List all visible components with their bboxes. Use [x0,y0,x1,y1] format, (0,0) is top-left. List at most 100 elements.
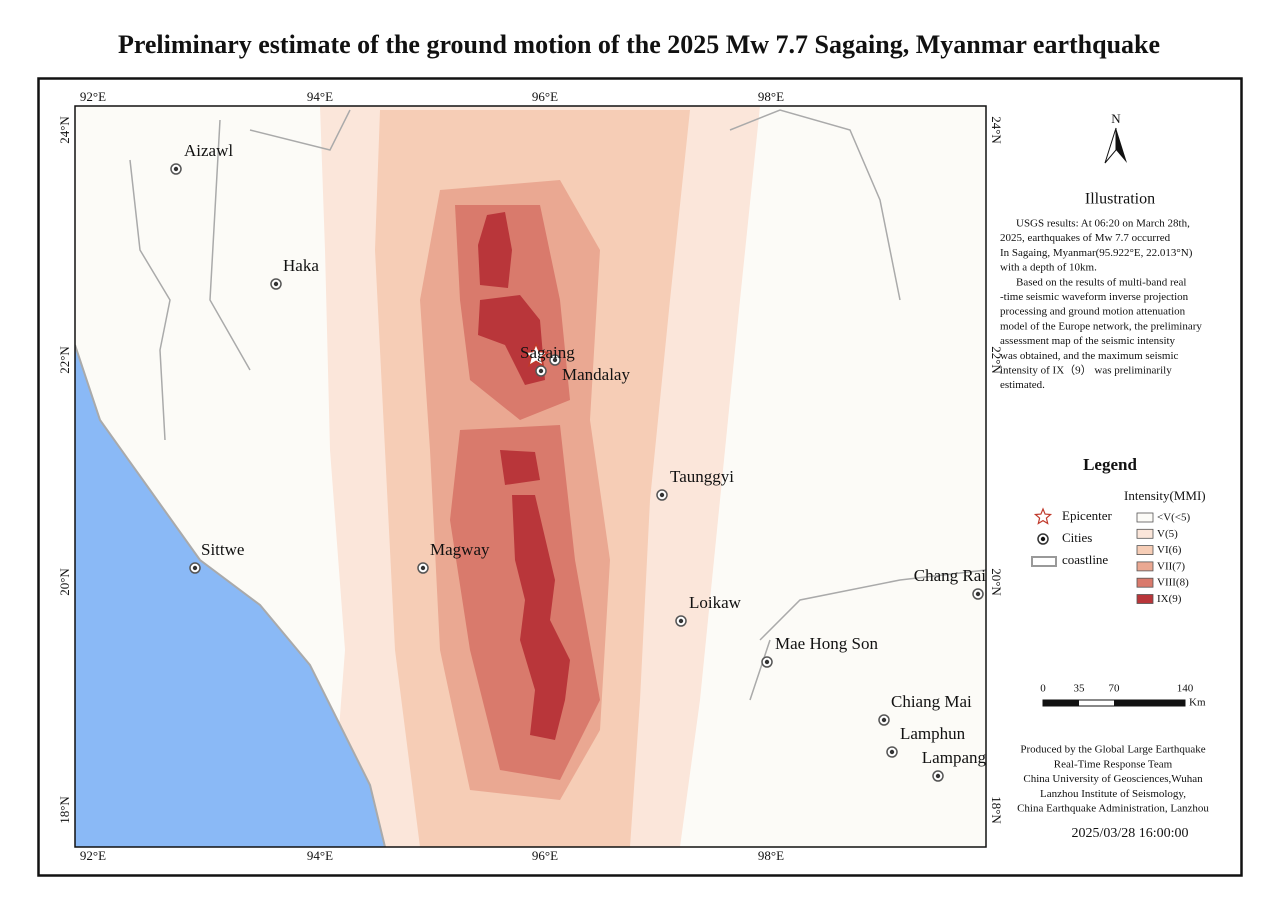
scale-unit: Km [1189,697,1206,709]
credit-line: China University of Geosciences,Wuhan [1023,773,1203,785]
scale-bar [1043,700,1079,706]
lat-label: 18°N [989,796,1004,824]
legend-swatch [1136,545,1154,555]
scale-bar [1114,700,1185,706]
lat-label: 24°N [57,116,72,144]
city-dot [538,368,544,374]
intensity-ix [512,495,570,740]
credit-line: Lanzhou Institute of Seismology, [1040,788,1186,800]
scale-label: 0 [1040,683,1046,695]
scale-label: 140 [1177,683,1194,695]
city-dot [881,717,887,723]
legend-class: VII(7) [1157,560,1185,572]
illustration-title: Illustration [1085,191,1155,208]
illustration-line: USGS results: At 06:20 on March 28th, [1016,218,1190,230]
illustration-line: estimated. [1000,379,1045,391]
map-frame [74,105,987,848]
city-dot [889,749,895,755]
intensity-title: Intensity(MMI) [1124,488,1206,503]
illustration-line: 2025, earthquakes of Mw 7.7 occurred [1000,232,1171,244]
illustration-line: model of the Europe network, the prelimi… [1000,320,1202,332]
lat-label: 20°N [57,568,72,596]
legend-title: Legend [1083,455,1137,474]
illustration-line: processing and ground motion attenuation [1000,306,1186,318]
lat-label: 20°N [989,568,1004,596]
epicenter [522,342,550,368]
legend-swatch [1136,512,1154,523]
city-label: Lampang [922,748,987,767]
title: Preliminary estimate of the ground motio… [118,30,1160,59]
city-dot [173,166,179,172]
outer-frame [37,77,1243,877]
legend-coastline [1031,556,1057,567]
city-label: Aizawl [184,141,233,160]
legend-class: VI(6) [1157,544,1182,556]
lon-label: 96°E [532,89,558,104]
legend-label: coastline [1062,552,1108,567]
coastline [75,344,386,847]
city-dot [975,591,981,597]
legend-swatch [1136,577,1154,588]
illustration-line: intensity of IX（9） was preliminarily [1000,364,1172,377]
lat-label: 18°N [57,796,72,824]
intensity-ix [478,295,545,385]
lat-label: 24°N [989,116,1004,144]
legend-epicenter [1033,507,1053,525]
legend-class: VIII(8) [1157,577,1189,589]
lat-label: 22°N [989,346,1004,374]
lon-label: 92°E [80,848,106,863]
illustration-line: was obtained, and the maximum seismic [1000,350,1179,362]
north-arrow [1116,128,1127,163]
legend-label: Epicenter [1062,508,1112,523]
credit-line: China Earthquake Administration, Lanzhou [1017,803,1209,815]
lon-label: 98°E [758,89,784,104]
legend-class: IX(9) [1157,593,1182,605]
legend-label: Cities [1062,530,1092,545]
scale-label: 35 [1074,683,1086,695]
date: 2025/03/28 16:00:00 [1071,826,1188,841]
credit-line: Produced by the Global Large Earthquake [1020,744,1205,756]
lon-label: 94°E [307,848,333,863]
north-label: N [1111,111,1121,126]
city-label: Haka [283,256,319,275]
intensity-ix [478,212,512,288]
illustration-line: In Sagaing, Myanmar(95.922°E, 22.013°N) [1000,247,1193,259]
city-label: Loikaw [689,593,742,612]
legend-swatch [1136,594,1154,604]
city-label: Chiang Mai [891,692,972,711]
illustration-line: Based on the results of multi-band real [1016,276,1186,288]
city-dot [552,357,558,363]
lat-label: 22°N [57,346,72,374]
ocean [75,345,385,847]
lon-label: 98°E [758,848,784,863]
city-label: Lamphun [900,724,966,743]
city-dot [764,659,770,665]
city-label: Mandalay [562,365,630,384]
illustration-line: -time seismic waveform inverse projectio… [1000,291,1189,303]
city-label: Taunggyi [670,467,734,486]
legend-class: V(5) [1157,528,1178,540]
legend-class: <V(<5) [1157,512,1191,524]
city-label: Sittwe [201,540,244,559]
scale-label: 70 [1109,683,1121,695]
illustration-line: assessment map of the seismic intensity [1000,335,1176,347]
legend-swatch [1136,561,1154,572]
lon-label: 96°E [532,848,558,863]
illustration-line: with a depth of 10km. [1000,262,1097,274]
city-label: Sagaing [520,343,575,362]
city-dot [935,773,941,779]
boundary [129,109,986,701]
intensity-ix [500,450,540,485]
legend-swatch [1136,528,1154,539]
city-label: Mae Hong Son [775,634,878,653]
credit-line: Real-Time Response Team [1054,758,1173,770]
map-area [75,106,986,847]
city-label: Magway [430,540,490,559]
city-dot [192,565,198,571]
city-dot [678,618,684,624]
lon-label: 94°E [307,89,333,104]
city-label: Chang Rai [914,566,987,585]
lon-label: 92°E [80,89,106,104]
